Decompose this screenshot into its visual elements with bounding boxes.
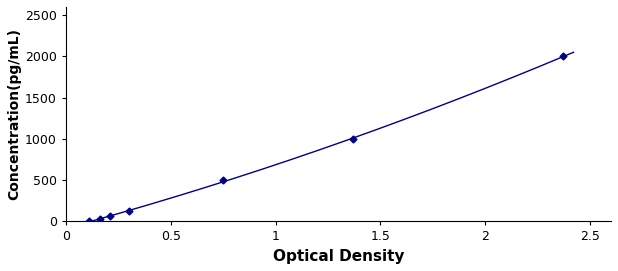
Y-axis label: Concentration(pg/mL): Concentration(pg/mL) (7, 28, 21, 200)
X-axis label: Optical Density: Optical Density (273, 249, 404, 264)
